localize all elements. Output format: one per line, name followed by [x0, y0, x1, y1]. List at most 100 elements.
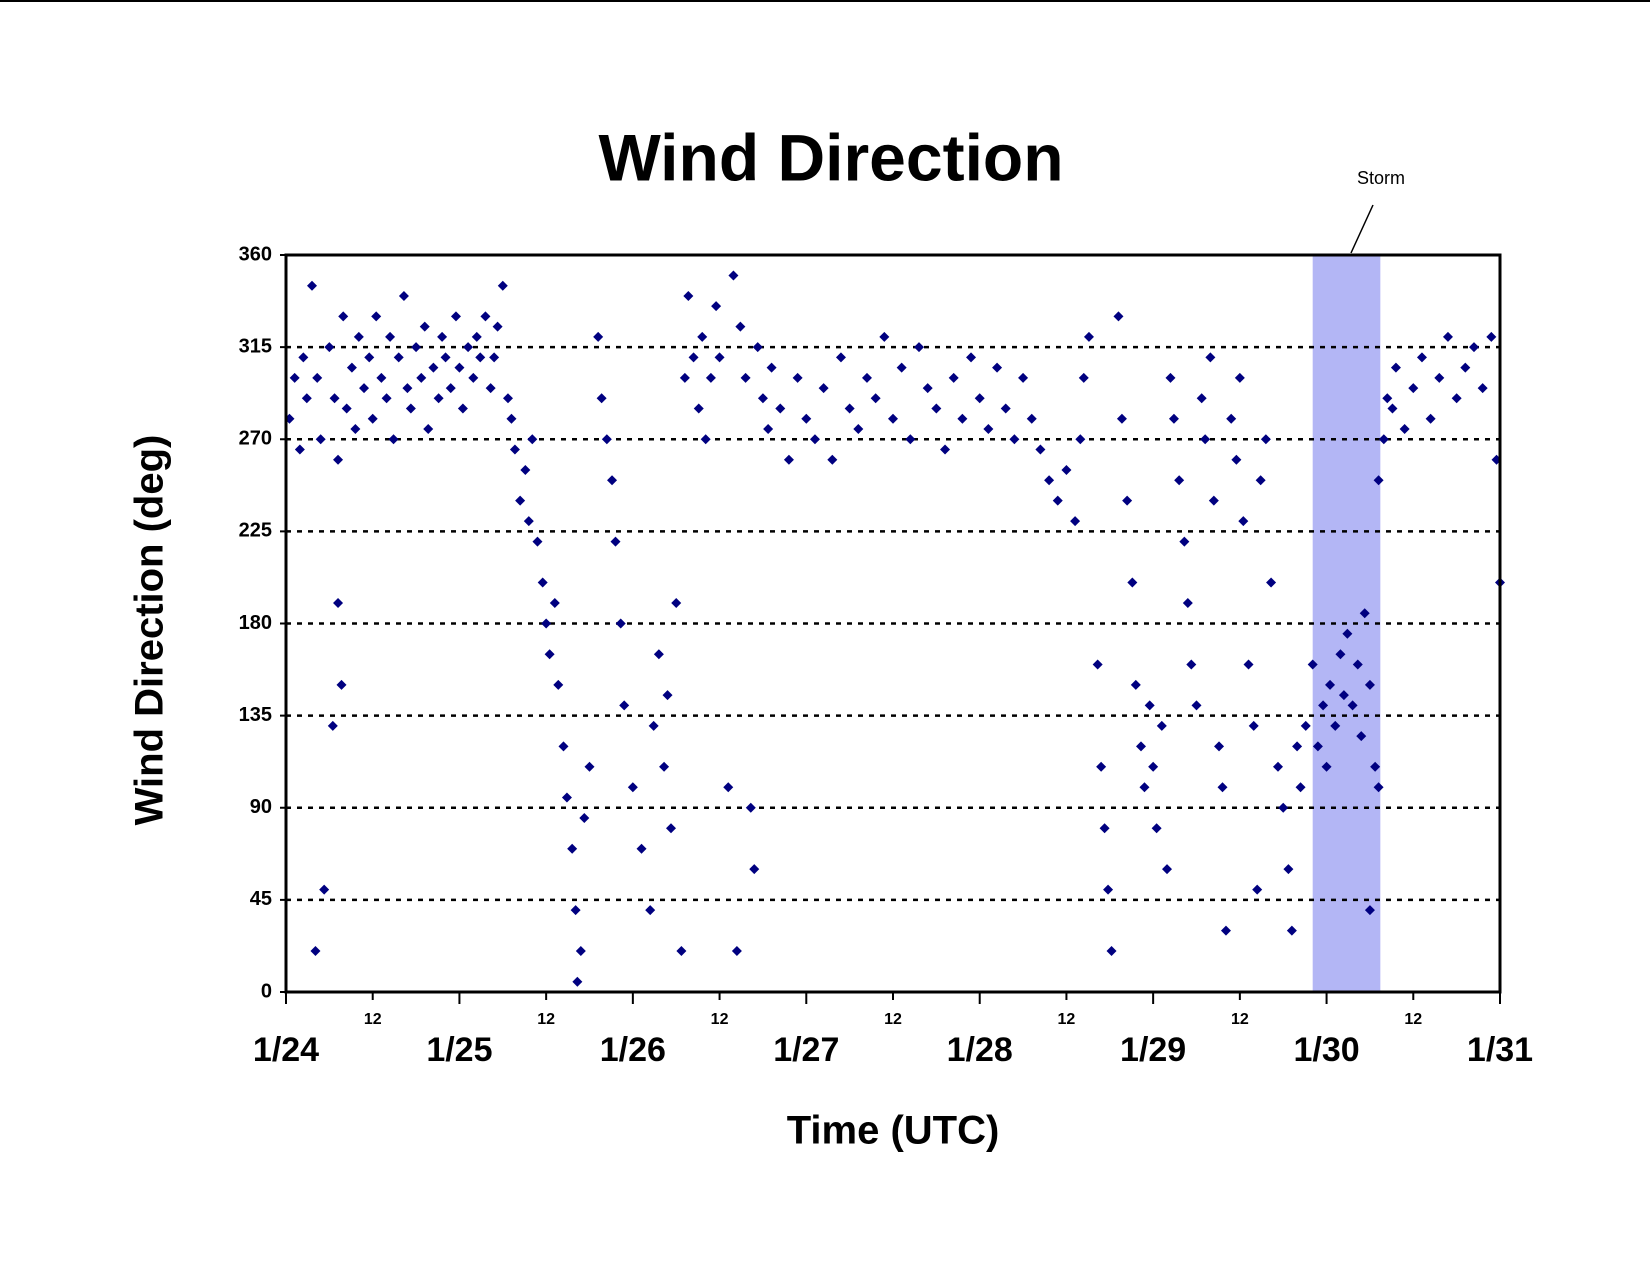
data-point: [1238, 516, 1249, 527]
data-point: [697, 331, 708, 342]
data-point: [745, 802, 756, 813]
data-point: [544, 649, 555, 660]
data-point: [445, 383, 456, 394]
data-point: [515, 495, 526, 506]
data-point: [1390, 362, 1401, 373]
data-point: [648, 720, 659, 731]
data-point: [561, 792, 572, 803]
data-point: [659, 761, 670, 772]
data-point: [1208, 495, 1219, 506]
data-point: [666, 823, 677, 834]
data-point: [333, 598, 344, 609]
data-point: [1477, 383, 1488, 394]
data-point: [1000, 403, 1011, 414]
data-point: [974, 393, 985, 404]
data-point: [346, 362, 357, 373]
data-point: [1096, 761, 1107, 772]
data-point: [992, 362, 1003, 373]
data-point: [1226, 413, 1237, 424]
data-point: [327, 720, 338, 731]
data-point: [1387, 403, 1398, 414]
data-point: [575, 946, 586, 957]
data-point: [740, 372, 751, 383]
data-point: [1127, 577, 1138, 588]
x-minor-tick-label: 12: [1404, 1011, 1422, 1028]
data-point: [1248, 720, 1259, 731]
data-point: [440, 352, 451, 363]
data-point: [1273, 761, 1284, 772]
data-point: [433, 393, 444, 404]
data-point: [853, 424, 864, 435]
data-point: [1234, 372, 1245, 383]
data-point: [353, 331, 364, 342]
data-point: [1099, 823, 1110, 834]
data-point: [1252, 884, 1263, 895]
data-point: [527, 434, 538, 445]
data-point: [294, 444, 305, 455]
data-point: [520, 464, 531, 475]
data-point: [596, 393, 607, 404]
data-point: [983, 424, 994, 435]
data-point: [1075, 434, 1086, 445]
data-point: [485, 383, 496, 394]
data-point: [298, 352, 309, 363]
data-point: [376, 372, 387, 383]
data-point: [558, 741, 569, 752]
data-point: [523, 516, 534, 527]
data-point: [861, 372, 872, 383]
data-point: [1122, 495, 1133, 506]
data-point: [610, 536, 621, 547]
data-point: [572, 976, 583, 987]
data-point: [428, 362, 439, 373]
data-point: [419, 321, 430, 332]
data-point: [1116, 413, 1127, 424]
data-point: [489, 352, 500, 363]
data-point: [307, 280, 318, 291]
data-point: [714, 352, 725, 363]
data-point: [367, 413, 378, 424]
data-point: [463, 342, 474, 353]
data-point: [338, 311, 349, 322]
data-point: [1318, 700, 1329, 711]
data-point: [879, 331, 890, 342]
data-point: [888, 413, 898, 424]
data-point: [1312, 741, 1323, 752]
data-point: [333, 454, 344, 465]
data-point: [711, 301, 722, 312]
data-point: [700, 434, 711, 445]
data-point: [1078, 372, 1089, 383]
x-tick-label: 1/25: [426, 1031, 492, 1069]
data-point: [735, 321, 746, 332]
data-point: [341, 403, 352, 414]
x-tick-label: 1/29: [1120, 1031, 1186, 1069]
data-point: [749, 864, 760, 875]
data-point: [1408, 383, 1419, 394]
data-point: [801, 413, 812, 424]
data-point: [471, 331, 482, 342]
data-point: [388, 434, 399, 445]
data-point: [319, 884, 330, 895]
data-point: [364, 352, 375, 363]
data-point: [1214, 741, 1225, 752]
data-point: [1359, 608, 1370, 619]
data-point: [537, 577, 548, 588]
x-tick-label: 1/27: [773, 1031, 839, 1069]
data-point: [350, 424, 361, 435]
data-point: [723, 782, 734, 793]
data-point: [1283, 864, 1294, 875]
data-point: [1330, 720, 1341, 731]
data-point: [1136, 741, 1147, 752]
data-point: [502, 393, 513, 404]
x-tick-label: 1/26: [600, 1031, 666, 1069]
data-point: [1092, 659, 1103, 670]
data-point: [1335, 649, 1346, 660]
data-point: [1382, 393, 1393, 404]
data-point: [1278, 802, 1289, 813]
data-point: [940, 444, 951, 455]
data-point: [324, 342, 335, 353]
y-tick-label: 0: [261, 980, 272, 1002]
data-point: [1364, 679, 1375, 690]
data-point: [671, 598, 682, 609]
data-point: [454, 362, 465, 373]
